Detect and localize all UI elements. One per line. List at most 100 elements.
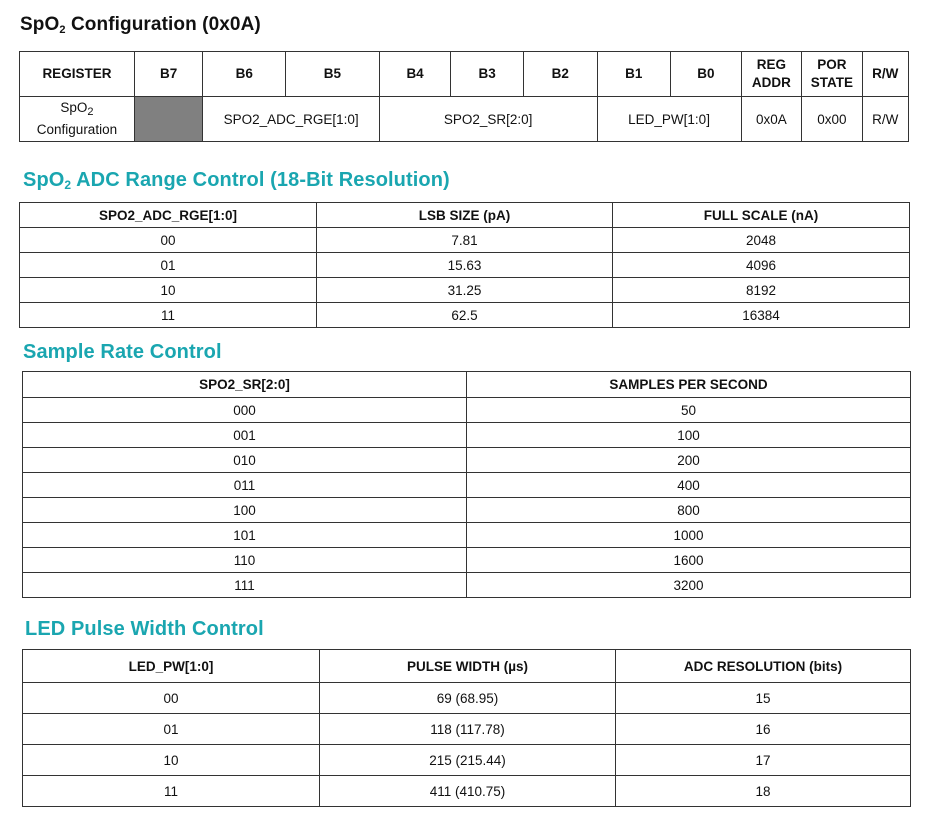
header-b6: B6 bbox=[202, 51, 287, 97]
table-cell: 100 bbox=[466, 422, 911, 448]
rw-cell: R/W bbox=[861, 96, 910, 142]
header-por-state-line2: STATE bbox=[810, 75, 853, 90]
table-cell: 15.63 bbox=[316, 252, 613, 278]
table-cell: 000 bbox=[22, 397, 467, 423]
table-cell: 10 bbox=[19, 277, 317, 303]
table-cell: 00 bbox=[22, 682, 320, 714]
table-cell: 10 bbox=[22, 744, 320, 776]
table-cell: 16384 bbox=[612, 302, 910, 328]
table-cell: 411 (410.75) bbox=[319, 775, 616, 807]
adc-title-prefix: SpO bbox=[23, 169, 65, 191]
table-row: 001 100 bbox=[22, 422, 911, 448]
header-rw: R/W bbox=[861, 51, 910, 97]
table-cell: 111 bbox=[22, 572, 467, 598]
table-cell: 010 bbox=[22, 447, 467, 473]
register-table: REGISTER B7 B6 B5 B4 B3 B2 B1 B0 REG ADDR… bbox=[19, 51, 910, 142]
table-cell: 50 bbox=[466, 397, 911, 423]
led-pw-header-row: LED_PW[1:0] PULSE WIDTH (µs) ADC RESOLUT… bbox=[22, 649, 911, 683]
adc-title-suffix: ADC Range Control (18-Bit Resolution) bbox=[71, 169, 450, 191]
led-pulse-width-table: LED_PW[1:0] PULSE WIDTH (µs) ADC RESOLUT… bbox=[22, 649, 911, 807]
table-row: 000 50 bbox=[22, 397, 911, 423]
led-pw-field-cell: LED_PW[1:0] bbox=[596, 96, 742, 142]
table-cell: 17 bbox=[615, 744, 911, 776]
title-subscript: 2 bbox=[59, 24, 66, 36]
table-row: 10 31.25 8192 bbox=[19, 277, 910, 303]
header-reg-addr: REG ADDR bbox=[740, 51, 803, 97]
table-cell: 01 bbox=[19, 252, 317, 278]
led-pulse-width-title: LED Pulse Width Control bbox=[25, 618, 264, 640]
table-row: 011 400 bbox=[22, 472, 911, 498]
table-row: 100 800 bbox=[22, 497, 911, 523]
table-row: 10 215 (215.44) 17 bbox=[22, 744, 911, 776]
title-suffix: Configuration (0x0A) bbox=[65, 14, 261, 35]
reg-addr-cell: 0x0A bbox=[740, 96, 803, 142]
table-cell: 18 bbox=[615, 775, 911, 807]
table-cell: 4096 bbox=[612, 252, 910, 278]
adc-range-table: SPO2_ADC_RGE[1:0] LSB SIZE (pA) FULL SCA… bbox=[19, 202, 910, 328]
title-prefix: SpO bbox=[20, 14, 60, 35]
header-b5: B5 bbox=[285, 51, 380, 97]
register-name-prefix: SpO bbox=[60, 100, 88, 115]
table-cell: 7.81 bbox=[316, 227, 613, 253]
sample-rate-table: SPO2_SR[2:0] SAMPLES PER SECOND 000 50 0… bbox=[22, 371, 911, 598]
sample-rate-header-cell: SPO2_SR[2:0] bbox=[22, 371, 467, 398]
header-reg-addr-line1: REG bbox=[756, 57, 786, 72]
table-cell: 62.5 bbox=[316, 302, 613, 328]
adc-header-cell: SPO2_ADC_RGE[1:0] bbox=[19, 202, 317, 228]
table-cell: 2048 bbox=[612, 227, 910, 253]
header-register: REGISTER bbox=[19, 51, 135, 97]
table-cell: 1000 bbox=[466, 522, 911, 548]
led-pw-header-cell: PULSE WIDTH (µs) bbox=[319, 649, 616, 683]
sr-field-cell: SPO2_SR[2:0] bbox=[378, 96, 598, 142]
table-row: 00 69 (68.95) 15 bbox=[22, 682, 911, 714]
table-row: 01 15.63 4096 bbox=[19, 252, 910, 278]
table-cell: 69 (68.95) bbox=[319, 682, 616, 714]
table-cell: 215 (215.44) bbox=[319, 744, 616, 776]
header-por-state-line1: POR bbox=[817, 57, 847, 72]
register-header-row: REGISTER B7 B6 B5 B4 B3 B2 B1 B0 REG ADDR… bbox=[19, 51, 910, 97]
table-cell: 8192 bbox=[612, 277, 910, 303]
table-cell: 3200 bbox=[466, 572, 911, 598]
header-b2: B2 bbox=[522, 51, 598, 97]
table-row: 010 200 bbox=[22, 447, 911, 473]
header-reg-addr-line2: ADDR bbox=[751, 75, 791, 90]
adc-header-row: SPO2_ADC_RGE[1:0] LSB SIZE (pA) FULL SCA… bbox=[19, 202, 910, 228]
header-por-state: POR STATE bbox=[801, 51, 863, 97]
table-row: 01 118 (117.78) 16 bbox=[22, 713, 911, 745]
header-b0: B0 bbox=[670, 51, 742, 97]
table-row: 111 3200 bbox=[22, 572, 911, 598]
page-title: SpO2 Configuration (0x0A) bbox=[20, 14, 261, 36]
adc-header-cell: LSB SIZE (pA) bbox=[316, 202, 613, 228]
sample-rate-header-cell: SAMPLES PER SECOND bbox=[466, 371, 911, 398]
table-cell: 118 (117.78) bbox=[319, 713, 616, 745]
table-cell: 101 bbox=[22, 522, 467, 548]
table-cell: 200 bbox=[466, 447, 911, 473]
header-b3: B3 bbox=[450, 51, 524, 97]
adc-header-cell: FULL SCALE (nA) bbox=[612, 202, 910, 228]
table-cell: 01 bbox=[22, 713, 320, 745]
table-cell: 16 bbox=[615, 713, 911, 745]
register-name-subscript: 2 bbox=[87, 106, 94, 118]
table-row: 00 7.81 2048 bbox=[19, 227, 910, 253]
table-row: 11 411 (410.75) 18 bbox=[22, 775, 911, 807]
table-cell: 110 bbox=[22, 547, 467, 573]
header-b7: B7 bbox=[133, 51, 204, 97]
led-pw-header-cell: ADC RESOLUTION (bits) bbox=[615, 649, 911, 683]
table-row: 101 1000 bbox=[22, 522, 911, 548]
table-cell: 100 bbox=[22, 497, 467, 523]
header-b4: B4 bbox=[378, 51, 452, 97]
table-cell: 00 bbox=[19, 227, 317, 253]
adc-rge-field-cell: SPO2_ADC_RGE[1:0] bbox=[202, 96, 380, 142]
por-state-cell: 0x00 bbox=[801, 96, 863, 142]
table-cell: 011 bbox=[22, 472, 467, 498]
header-b1: B1 bbox=[596, 51, 672, 97]
table-cell: 11 bbox=[19, 302, 317, 328]
register-name-cell: SpO2 Configuration bbox=[19, 96, 135, 142]
table-row: 110 1600 bbox=[22, 547, 911, 573]
sample-rate-header-row: SPO2_SR[2:0] SAMPLES PER SECOND bbox=[22, 371, 911, 398]
register-name-line2: Configuration bbox=[36, 122, 118, 137]
table-cell: 400 bbox=[466, 472, 911, 498]
adc-range-title: SpO2 ADC Range Control (18-Bit Resolutio… bbox=[23, 169, 450, 192]
sample-rate-title: Sample Rate Control bbox=[23, 341, 222, 363]
table-row: 11 62.5 16384 bbox=[19, 302, 910, 328]
